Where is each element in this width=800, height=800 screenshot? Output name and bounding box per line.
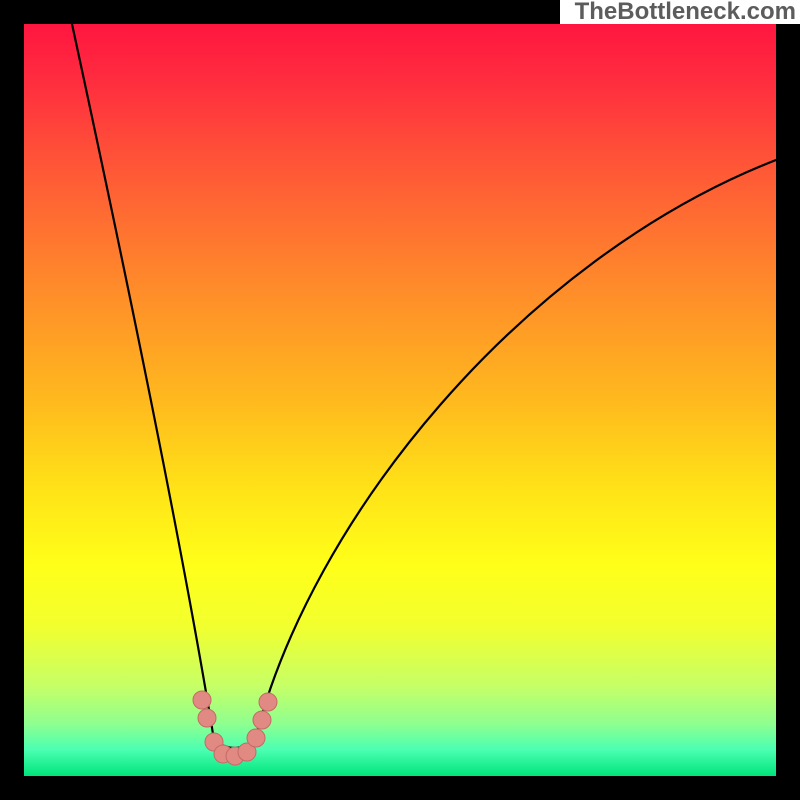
- valley-marker: [259, 693, 277, 711]
- watermark-label: TheBottleneck.com: [560, 0, 800, 24]
- watermark-text: TheBottleneck.com: [575, 0, 796, 25]
- valley-marker: [198, 709, 216, 727]
- plot-background: [24, 24, 776, 776]
- valley-marker: [247, 729, 265, 747]
- valley-marker: [193, 691, 211, 709]
- bottleneck-curve-chart: [0, 0, 800, 800]
- chart-frame: TheBottleneck.com: [0, 0, 800, 800]
- valley-marker: [253, 711, 271, 729]
